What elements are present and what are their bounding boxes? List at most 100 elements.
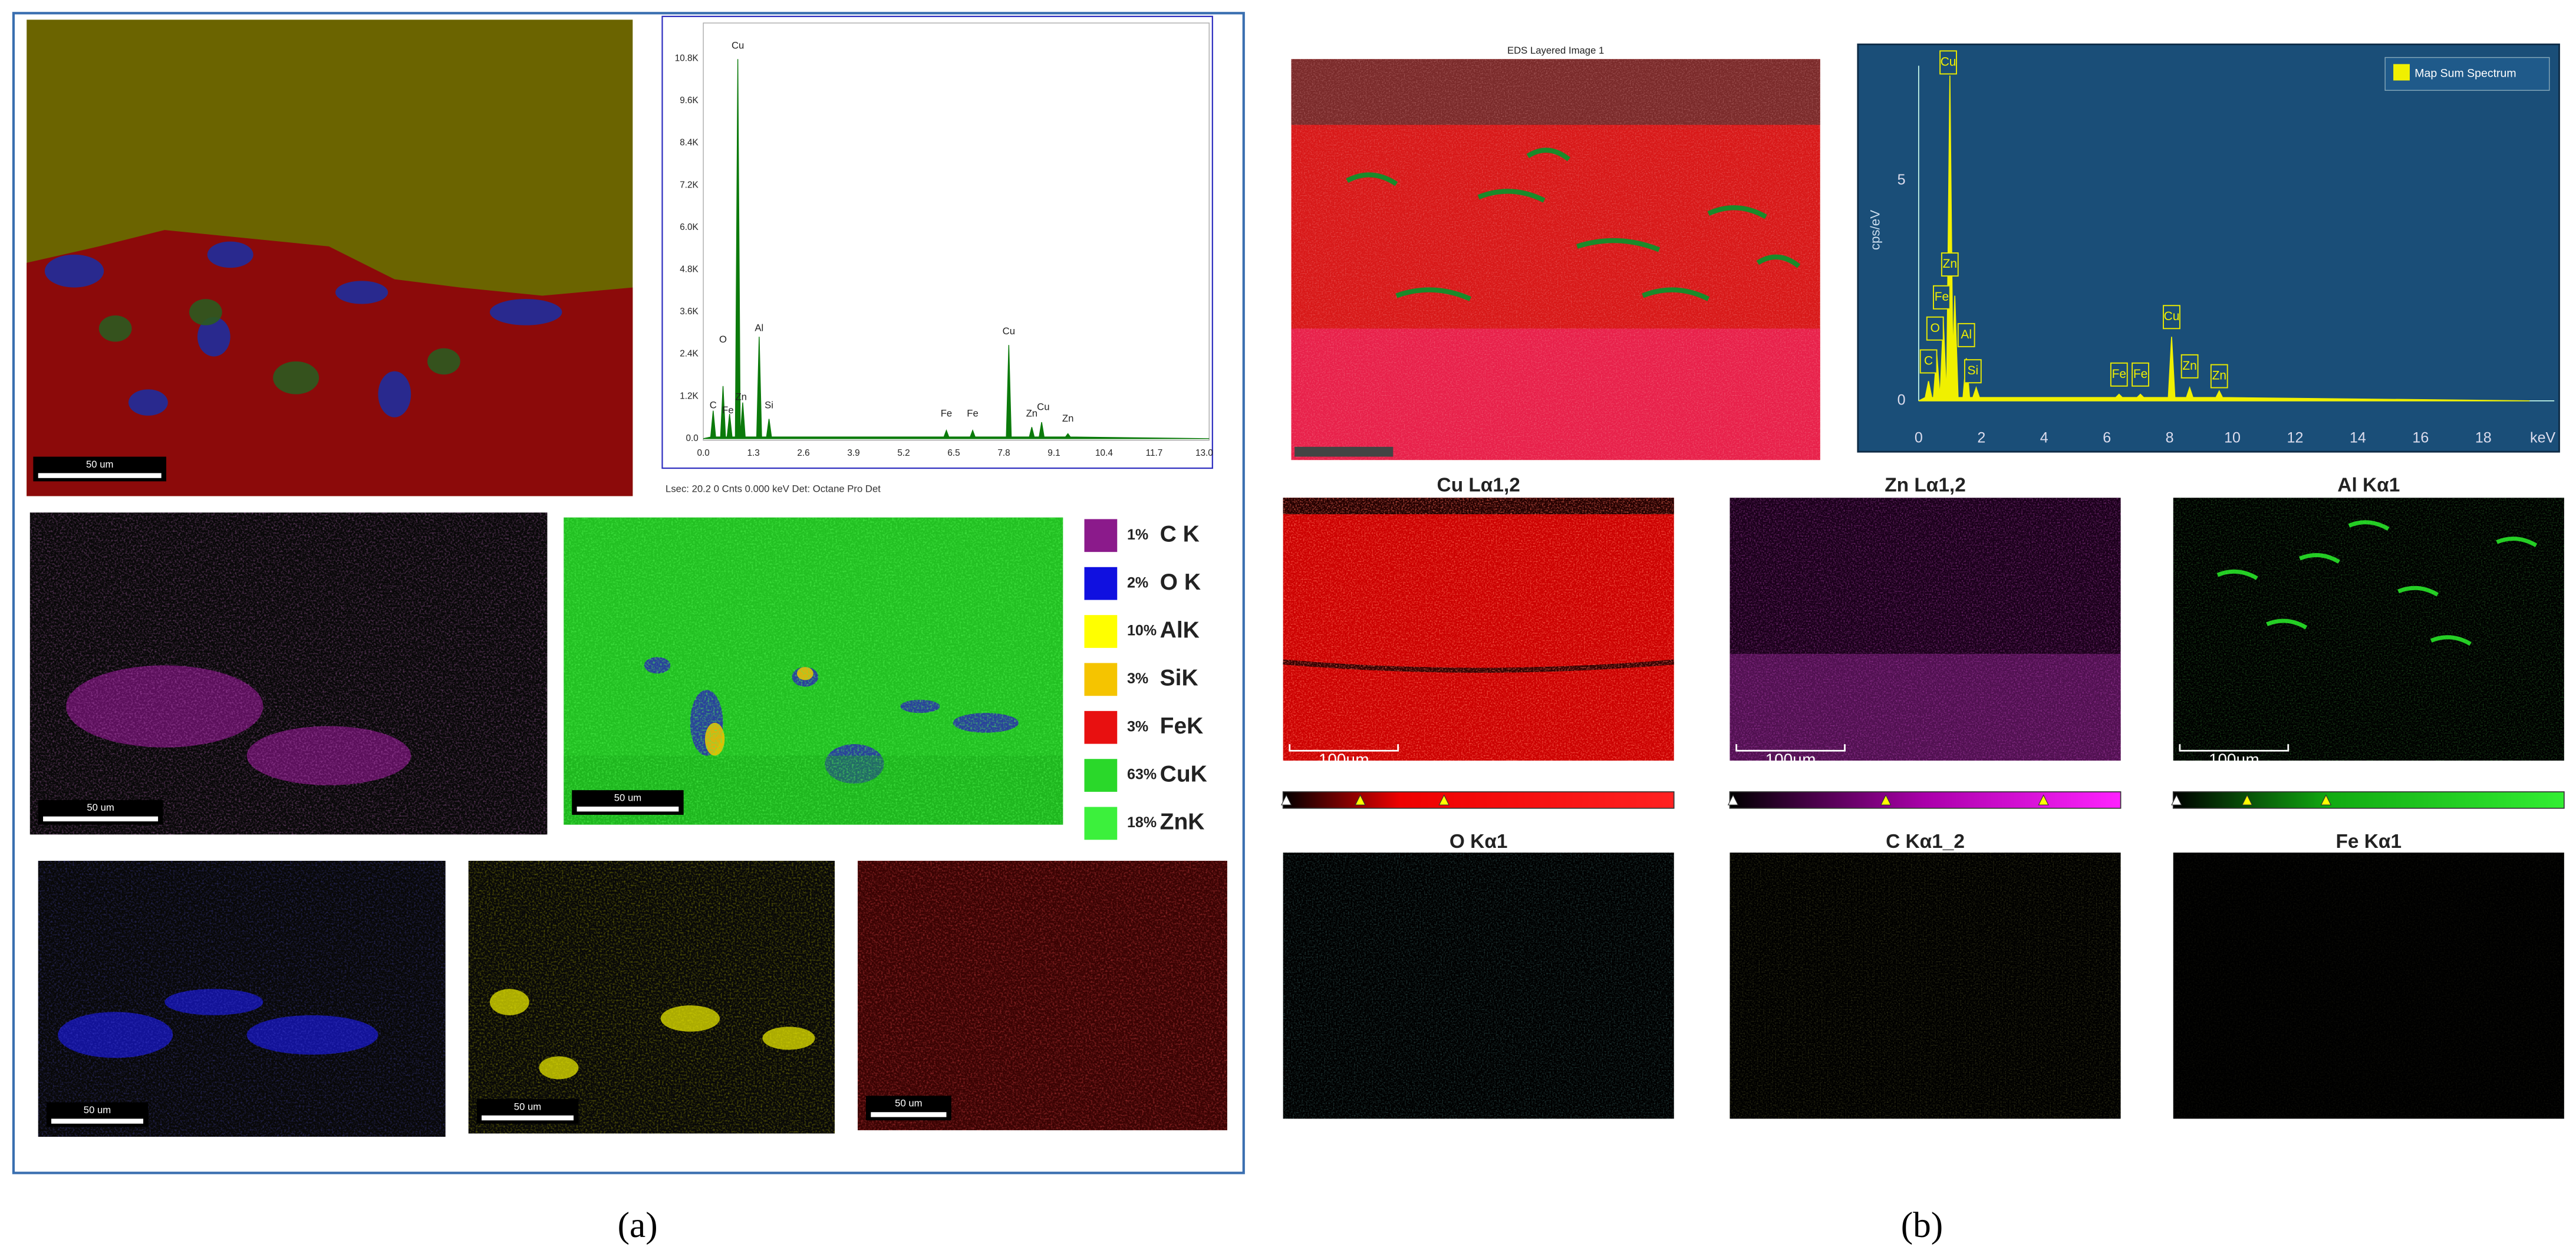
- image-title: EDS Layered Image 1: [1507, 45, 1604, 56]
- y-tick-label: 9.6K: [680, 96, 699, 106]
- x-tick-label: 3.9: [847, 448, 859, 458]
- y-axis-label: cps/eV: [1867, 210, 1882, 250]
- x-tick-label: 14: [2350, 430, 2366, 446]
- speckle: [1283, 498, 1674, 761]
- x-unit: keV: [2530, 430, 2555, 446]
- x-tick-label: 1.3: [747, 448, 759, 458]
- legend-element: ZnK: [1160, 810, 1205, 835]
- speckle: [1730, 498, 2121, 761]
- x-tick-label: 7.8: [997, 448, 1010, 458]
- spectrum-footer: Lsec: 20.2 0 Cnts 0.000 keV Det: Octane …: [666, 483, 881, 495]
- peak-label: C: [710, 400, 717, 411]
- scale-bar-label: 50 um: [614, 792, 641, 804]
- scale-bar-label: 50 um: [86, 459, 113, 470]
- y-tick-label: 0.0: [686, 433, 698, 443]
- speckle: [2173, 853, 2564, 1119]
- spectrum-bg: [1857, 43, 2560, 453]
- map-title: O Kα1: [1450, 831, 1508, 853]
- legend-element: AlK: [1160, 617, 1200, 643]
- peak-label: Fe: [2133, 367, 2147, 381]
- peak-label-box: [1957, 323, 1975, 347]
- scale-bar-label: 100µm: [2209, 1134, 2259, 1153]
- legend-swatch: [1084, 615, 1118, 648]
- peak-label: Si: [1968, 364, 1979, 377]
- layered-streak: [1395, 287, 1471, 301]
- plot-area: [703, 22, 1210, 441]
- y-tick-label: 7.2K: [680, 180, 699, 190]
- peak-label: Fe: [2112, 367, 2126, 381]
- color-bar-marker: [1280, 794, 1292, 805]
- color-bar-marker: [1438, 794, 1450, 805]
- speckle: [29, 512, 548, 835]
- y-tick-label: 6.0K: [680, 222, 699, 232]
- peak-label: Al: [1961, 328, 1972, 341]
- legend-box: [2384, 57, 2550, 91]
- scale-bar: [43, 816, 159, 822]
- blob: [128, 389, 168, 416]
- speckle: [1291, 59, 1820, 460]
- blob: [197, 317, 230, 357]
- legend-percent: 3%: [1127, 718, 1148, 735]
- legend-percent: 18%: [1127, 814, 1157, 831]
- scale-bar: [1735, 744, 1846, 752]
- color-bar-marker: [1880, 794, 1892, 805]
- peak-label-box: [1926, 316, 1944, 341]
- blob: [335, 281, 388, 304]
- x-tick-label: 0: [1915, 430, 1923, 446]
- y-tick-label: 4.8K: [680, 265, 699, 275]
- speckle: [468, 860, 835, 1134]
- scale-bar-label: 50 um: [514, 1101, 541, 1112]
- spectrum-curve: [1918, 75, 2530, 402]
- peak-label: Cu: [1941, 55, 1956, 68]
- blob: [189, 299, 222, 325]
- peak-label: Zn: [2212, 369, 2226, 383]
- x-tick-label: 2.6: [797, 448, 809, 458]
- color-bar-marker: [2171, 794, 2182, 805]
- x-tick-label: 0.0: [697, 448, 709, 458]
- y-tick-label: 2.4K: [680, 349, 699, 359]
- peak-label-box: [2132, 362, 2149, 387]
- legend-swatch: [1084, 567, 1118, 600]
- legend-percent: 2%: [1127, 574, 1148, 591]
- blob: [489, 299, 562, 325]
- x-tick-label: 9.1: [1047, 448, 1060, 458]
- legend-swatch: [1084, 663, 1118, 696]
- legend-element: O K: [1160, 570, 1201, 595]
- layered-streak: [1642, 287, 1710, 301]
- x-tick-label: 2: [1977, 430, 1985, 446]
- map-title: C Kα1_2: [1886, 831, 1965, 853]
- map-title: Cu Lα1,2: [1437, 475, 1520, 496]
- layered-streak: [1707, 205, 1767, 219]
- x-tick-label: 5.2: [897, 448, 910, 458]
- layered-streak: [1346, 172, 1398, 186]
- legend-swatch: [2393, 64, 2410, 81]
- x-tick-label: 18: [2475, 430, 2492, 446]
- legend-percent: 10%: [1127, 623, 1157, 639]
- peak-label-box: [2180, 354, 2199, 379]
- spectrum-curve: [703, 59, 1210, 439]
- peak-label: Al: [755, 323, 763, 334]
- map-title: Fe Kα1: [2336, 831, 2402, 853]
- layered-streak: [1756, 254, 1801, 268]
- legend-swatch: [1084, 519, 1118, 552]
- x-tick-label: 10: [2224, 430, 2241, 446]
- peak-label-box: [1939, 50, 1957, 75]
- y-tick-label: 3.6K: [680, 307, 699, 317]
- peak-label-box: [1964, 359, 1982, 384]
- x-tick-label: 6: [2103, 430, 2111, 446]
- x-tick-label: 13.0: [1195, 448, 1213, 458]
- peak-label: Zn: [1943, 257, 1957, 271]
- peak-label-box: [1932, 285, 1951, 310]
- scale-bar: [2179, 1129, 2290, 1136]
- legend-swatch: [1084, 759, 1118, 792]
- scale-bar: [1289, 744, 1399, 752]
- scale-bar-label: 100µm: [1319, 1134, 1369, 1153]
- x-tick-label: 16: [2412, 430, 2429, 446]
- panel-a-frame: [12, 12, 1245, 1175]
- scale-bar-label: 100µm: [2209, 750, 2259, 768]
- y-tick-label: 0: [1898, 392, 1906, 408]
- legend-swatch: [1084, 807, 1118, 840]
- scale-bar: [1735, 1129, 1846, 1136]
- blob: [207, 241, 253, 268]
